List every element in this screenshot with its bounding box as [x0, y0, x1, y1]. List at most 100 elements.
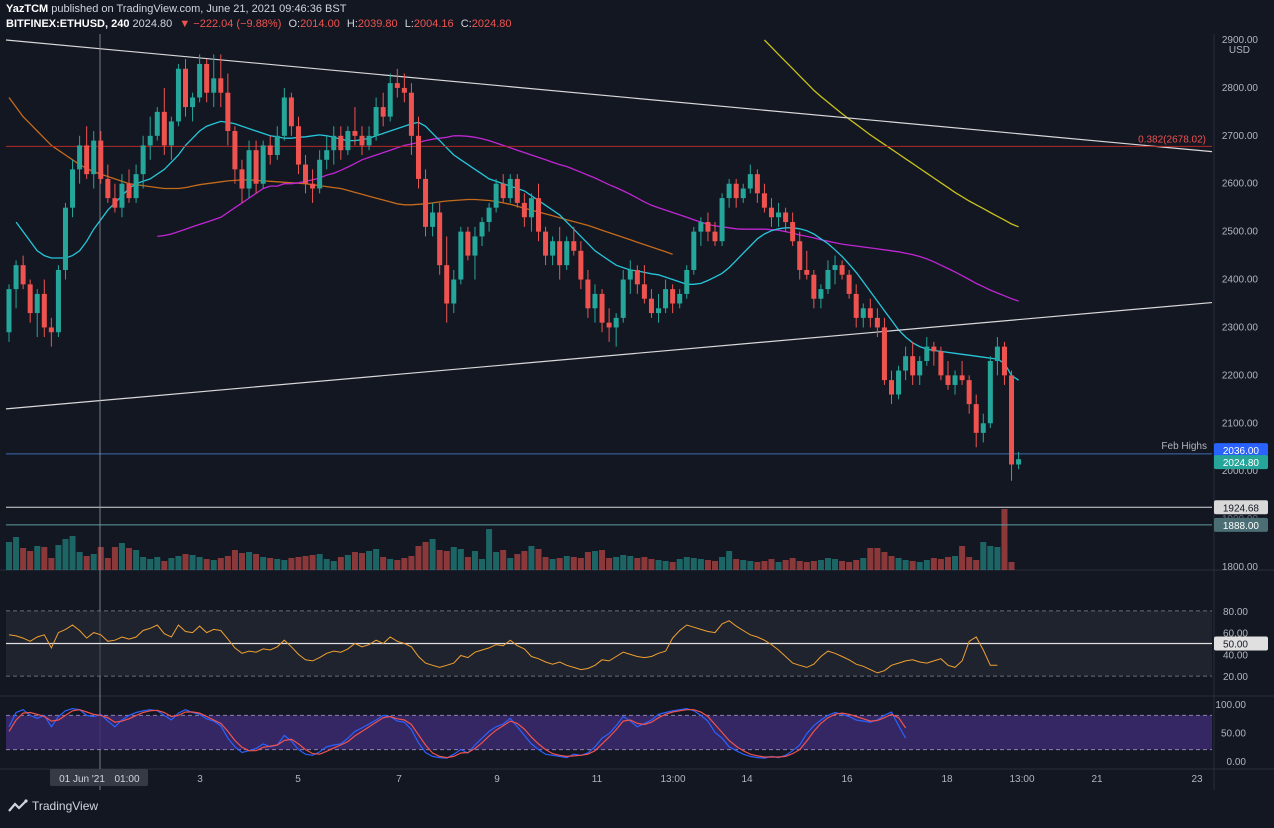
candle-body [754, 174, 760, 194]
candle-body [168, 121, 174, 146]
volume-bar [1001, 509, 1008, 570]
volume-bar [464, 557, 471, 570]
candle-body [486, 207, 492, 223]
candle-body [423, 178, 429, 227]
candle-body [719, 198, 725, 242]
volume-bar [789, 558, 796, 570]
volume-bar [754, 562, 761, 570]
volume-bar [344, 555, 351, 570]
candle-body [874, 317, 880, 328]
volume-bar [570, 557, 577, 570]
candle-body [352, 131, 358, 136]
open-label: O: [288, 18, 301, 30]
candle-body [387, 83, 393, 117]
candle-body [846, 274, 852, 294]
candle-body [804, 269, 810, 275]
stoch-tick-label: 100.00 [1215, 700, 1246, 711]
candle-body [818, 289, 824, 299]
volume-bar [584, 552, 591, 570]
candle-body [147, 135, 153, 146]
volume-bar [860, 558, 867, 570]
volume-bar [839, 561, 846, 570]
price-tick-label: 2300.00 [1222, 322, 1259, 333]
feb-highs-price-label-box [1214, 443, 1268, 458]
last-price: 2024.80 [132, 18, 173, 30]
low-label: L: [404, 18, 414, 30]
volume-bar [832, 559, 839, 570]
volume-bar [351, 552, 358, 570]
volume-bar [606, 558, 613, 570]
level-1924-label-box [1214, 500, 1268, 515]
candle-body [980, 423, 986, 433]
volume-bar [408, 556, 415, 570]
descending-trendline [5, 39, 1213, 153]
candle-body [345, 131, 351, 151]
candle-body [13, 265, 19, 290]
rsi-tick-label: 50.00 [1223, 640, 1248, 651]
candle-body [620, 279, 626, 318]
volume-bar [274, 559, 281, 570]
volume-bar [542, 557, 549, 570]
candle-body [648, 298, 654, 314]
volume-bar [118, 543, 125, 570]
volume-bar [401, 558, 408, 570]
close-label: C: [460, 18, 472, 30]
candle-body [712, 231, 718, 242]
candle-body [437, 212, 443, 266]
time-tick-label: 13:00 [660, 774, 685, 785]
candle-body [973, 404, 979, 433]
candle-body [310, 183, 316, 189]
price-tick-label: 2800.00 [1222, 83, 1259, 94]
volume-bar [690, 558, 697, 570]
candle-body [987, 360, 993, 424]
candle-body [34, 293, 40, 314]
candle-body [232, 131, 238, 170]
candle-body [366, 135, 372, 146]
candle-body [641, 284, 647, 299]
volume-bar [1008, 562, 1015, 570]
volume-bar [217, 558, 224, 570]
volume-bar [436, 550, 443, 570]
volume-bar [133, 550, 140, 570]
time-tick-label: 9 [494, 774, 500, 785]
ma100-line [8, 97, 673, 255]
volume-bar [980, 542, 987, 570]
level-1924-label: 1924.68 [1223, 503, 1260, 514]
volume-bar [521, 551, 528, 570]
crosshair-date-label: 01 Jun '21 [59, 774, 105, 785]
candle-body [239, 169, 245, 189]
volume-bar [443, 551, 450, 570]
candle-body [472, 236, 478, 256]
volume-bar [874, 548, 881, 570]
last-price-label-box [1214, 455, 1268, 470]
volume-bar [189, 555, 196, 570]
volume-bar [719, 557, 726, 570]
rsi-tick-label: 20.00 [1223, 672, 1248, 683]
candle-body [479, 222, 485, 237]
volume-bar [902, 560, 909, 570]
candle-body [571, 241, 577, 251]
candle-body [613, 317, 619, 328]
volume-bar [48, 558, 55, 570]
crosshair-time-label: 01:00 [114, 774, 139, 785]
volume-bar [676, 559, 683, 570]
volume-bar [471, 551, 478, 570]
stoch-tick-label: 0.00 [1227, 757, 1247, 768]
candle-body [599, 293, 605, 323]
volume-bar [27, 551, 34, 570]
tradingview-brand[interactable]: TradingView [8, 799, 98, 813]
candle-body [140, 145, 146, 175]
volume-bar [966, 557, 973, 570]
volume-bar [140, 557, 147, 570]
candle-body [41, 293, 47, 328]
volume-bar [895, 558, 902, 570]
volume-bar [662, 561, 669, 570]
candle-body [62, 207, 68, 270]
publisher-line: YazTCM published on TradingView.com, Jun… [6, 3, 346, 15]
candle-body [585, 279, 591, 309]
volume-bar [620, 555, 627, 570]
stoch-band [6, 715, 1212, 750]
candle-body [1016, 459, 1022, 465]
candle-body [126, 183, 132, 199]
